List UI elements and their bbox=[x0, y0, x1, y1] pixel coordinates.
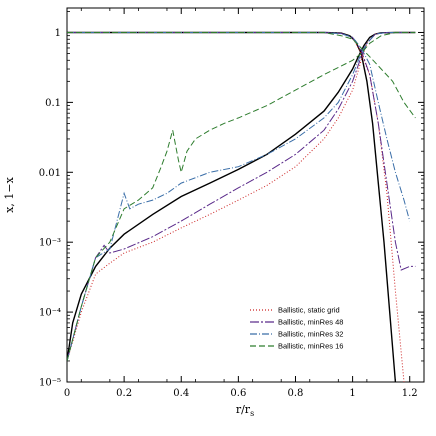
x-tick-label: 0 bbox=[64, 388, 70, 399]
x-tick-label: 0.8 bbox=[288, 388, 304, 399]
series-1-curve-1 bbox=[67, 32, 405, 382]
y-axis-label: x, 1−x bbox=[3, 176, 16, 212]
x-tick-label: 0.4 bbox=[173, 388, 189, 399]
series-4-curve-0 bbox=[67, 32, 416, 362]
series-0-curve-1 bbox=[67, 31, 397, 382]
x-tick-label: 1.2 bbox=[402, 388, 418, 399]
x-axis-label-subscript: s bbox=[250, 409, 254, 418]
y-tick-label: 0.01 bbox=[39, 168, 61, 179]
y-tick-label: 0.1 bbox=[45, 98, 61, 109]
y-tick-label: 10⁻⁵ bbox=[39, 378, 61, 389]
series-1-curve-0 bbox=[67, 32, 416, 362]
y-tick-label: 1 bbox=[55, 28, 61, 39]
legend-entry: Ballistic, minRes 16 bbox=[278, 342, 343, 351]
series-3-curve-1 bbox=[67, 32, 411, 222]
series-layer bbox=[67, 31, 416, 382]
legend-entry: Ballistic, minRes 32 bbox=[278, 330, 343, 339]
series-2-curve-1 bbox=[67, 32, 416, 271]
x-tick-label: 1 bbox=[349, 388, 355, 399]
series-4-curve-1 bbox=[67, 32, 416, 119]
series-0-curve-0 bbox=[67, 31, 416, 362]
axis-ticks: 0 0.2 0.4 0.6 0.8 1 1.2 1 0.1 0.01 10⁻³ 10⁻⁴ 10⁻⁵ bbox=[39, 8, 424, 399]
y-tick-label: 10⁻³ bbox=[39, 238, 61, 249]
legend: Ballistic, static grid Ballistic, minRes … bbox=[250, 306, 343, 351]
legend-entry: Ballistic, static grid bbox=[278, 306, 340, 315]
x-tick-label: 0.2 bbox=[116, 388, 132, 399]
series-2-curve-0 bbox=[67, 32, 416, 362]
legend-entry: Ballistic, minRes 48 bbox=[278, 318, 343, 327]
x-tick-label: 0.6 bbox=[230, 388, 246, 399]
series-3-curve-0 bbox=[67, 32, 416, 362]
x-axis-label: r/rs bbox=[236, 403, 254, 418]
plot-frame bbox=[66, 7, 425, 383]
y-tick-label: 10⁻⁴ bbox=[39, 308, 61, 319]
